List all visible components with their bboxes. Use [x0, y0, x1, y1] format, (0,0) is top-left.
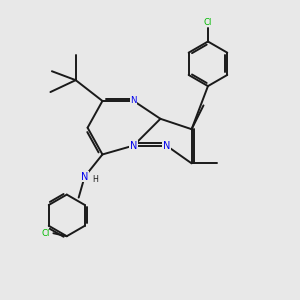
Text: N: N	[81, 172, 88, 182]
Text: N: N	[130, 140, 137, 151]
Text: H: H	[92, 175, 98, 184]
Text: N: N	[163, 140, 170, 151]
Text: Cl: Cl	[42, 229, 50, 238]
Text: N: N	[130, 97, 137, 106]
Text: Cl: Cl	[204, 18, 212, 27]
